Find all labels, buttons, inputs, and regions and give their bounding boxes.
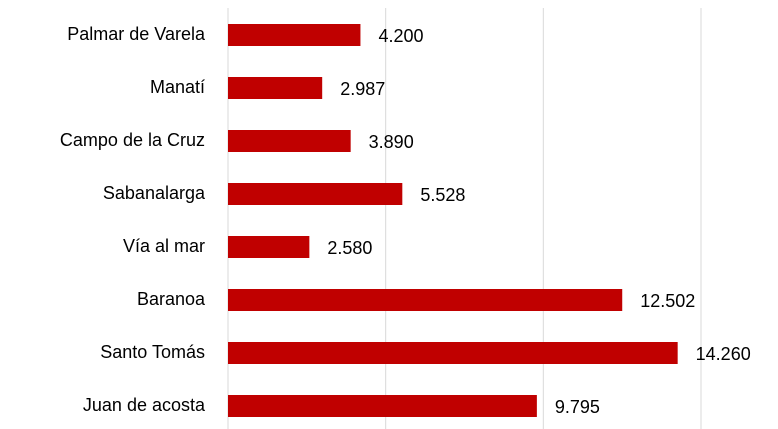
- data-label: 14.260: [696, 344, 751, 364]
- data-label: 3.890: [369, 132, 414, 152]
- bar: [228, 395, 537, 417]
- data-label: 2.580: [327, 238, 372, 258]
- data-label: 5.528: [420, 185, 465, 205]
- y-tick-label: Manatí: [150, 77, 205, 97]
- y-tick-label: Palmar de Varela: [67, 24, 206, 44]
- y-tick-label: Juan de acosta: [83, 395, 206, 415]
- data-label: 2.987: [340, 79, 385, 99]
- bar: [228, 130, 351, 152]
- bar: [228, 289, 623, 311]
- bar: [228, 236, 310, 258]
- bar: [228, 183, 403, 205]
- bar: [228, 342, 678, 364]
- y-tick-label: Baranoa: [137, 289, 206, 309]
- y-tick-label: Campo de la Cruz: [60, 130, 205, 150]
- bar: [228, 77, 323, 99]
- y-tick-label: Santo Tomás: [100, 342, 205, 362]
- bar: [228, 24, 361, 46]
- data-label: 9.795: [555, 397, 600, 417]
- data-label: 4.200: [378, 26, 423, 46]
- y-tick-label: Sabanalarga: [103, 183, 206, 203]
- y-tick-label: Vía al mar: [123, 236, 205, 256]
- data-label: 12.502: [640, 291, 695, 311]
